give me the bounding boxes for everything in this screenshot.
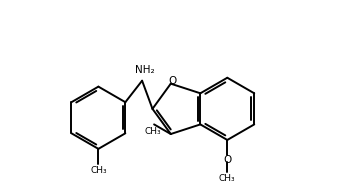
Text: CH₃: CH₃ xyxy=(219,174,236,183)
Text: NH₂: NH₂ xyxy=(135,65,154,75)
Text: O: O xyxy=(223,155,232,165)
Text: CH₃: CH₃ xyxy=(144,127,161,136)
Text: CH₃: CH₃ xyxy=(90,166,107,175)
Text: O: O xyxy=(168,76,176,86)
